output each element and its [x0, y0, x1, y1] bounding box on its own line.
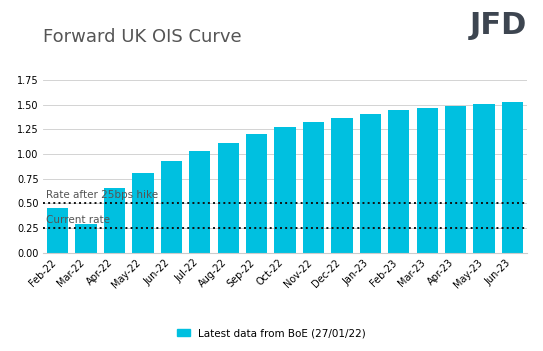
Bar: [445, 106, 466, 253]
Bar: [161, 161, 182, 253]
Bar: [104, 187, 125, 253]
Text: Forward UK OIS Curve: Forward UK OIS Curve: [43, 28, 242, 46]
Bar: [132, 173, 154, 253]
Bar: [218, 143, 239, 253]
Bar: [331, 118, 352, 253]
Text: Rate after 25bps hike: Rate after 25bps hike: [46, 191, 158, 200]
Bar: [75, 224, 97, 253]
Bar: [246, 134, 267, 253]
Bar: [416, 108, 438, 253]
Bar: [388, 110, 409, 253]
Bar: [189, 151, 211, 253]
Bar: [502, 102, 523, 253]
Bar: [47, 208, 68, 253]
Bar: [274, 127, 296, 253]
Bar: [359, 114, 381, 253]
Bar: [473, 104, 495, 253]
Bar: [303, 122, 324, 253]
Text: JFD: JFD: [469, 11, 527, 40]
Text: Current rate: Current rate: [46, 215, 110, 225]
Legend: Latest data from BoE (27/01/22): Latest data from BoE (27/01/22): [173, 324, 370, 342]
